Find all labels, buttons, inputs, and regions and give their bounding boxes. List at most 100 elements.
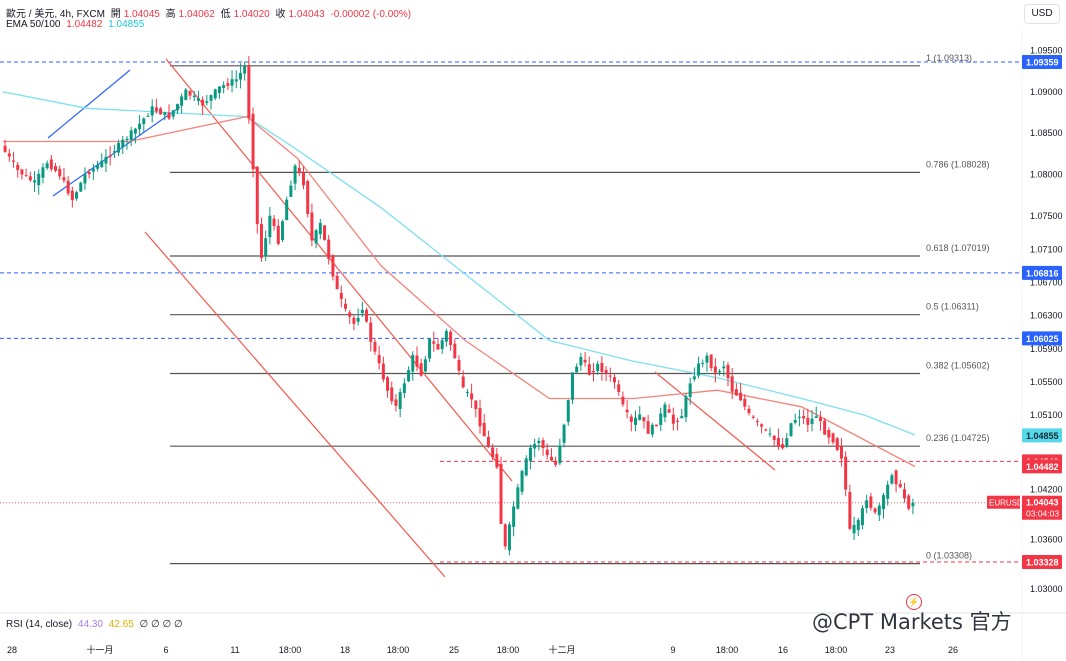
candle-body bbox=[495, 453, 499, 468]
candle-body bbox=[129, 130, 133, 141]
price-tag bbox=[1022, 428, 1062, 443]
candle-body bbox=[823, 420, 827, 435]
candle-body bbox=[634, 417, 638, 425]
candle-body bbox=[907, 495, 911, 509]
y-tick-label: 1.09000 bbox=[1030, 87, 1063, 97]
candle-body bbox=[453, 343, 457, 358]
y-tick-label: 1.09500 bbox=[1030, 45, 1063, 55]
candle-body bbox=[512, 506, 516, 527]
candle-body bbox=[608, 375, 612, 377]
close-value: 1.04043 bbox=[288, 9, 325, 20]
candle-body bbox=[499, 463, 503, 524]
x-tick-label: 18 bbox=[340, 645, 350, 655]
candle-body bbox=[66, 180, 70, 194]
candle-body bbox=[41, 167, 45, 178]
candle-body bbox=[411, 354, 415, 372]
candle-body bbox=[217, 86, 221, 93]
candle-body bbox=[58, 168, 62, 177]
y-tick-label: 1.06700 bbox=[1030, 277, 1063, 287]
candle-body bbox=[886, 484, 890, 499]
candle-body bbox=[423, 359, 427, 372]
candle-body bbox=[680, 416, 684, 419]
candle-body bbox=[894, 470, 898, 485]
rsi-ma-value: 42.65 bbox=[108, 619, 134, 630]
candle-body bbox=[902, 489, 906, 499]
candle-body bbox=[171, 110, 175, 117]
y-tick-label: 1.05500 bbox=[1030, 377, 1063, 387]
symbol-name[interactable]: 歐元 / 美元, 4h, FXCM bbox=[6, 9, 105, 20]
symbol-ohlc-legend: 歐元 / 美元, 4h, FXCM 開 1.04045 高 1.04062 低 1.0… bbox=[6, 5, 414, 20]
candle-body bbox=[650, 424, 654, 435]
candle-body bbox=[432, 341, 436, 344]
candle-body bbox=[24, 175, 28, 177]
candle-body bbox=[20, 169, 24, 175]
rsi-legend[interactable]: RSI (14, close) 44.30 42.65 ∅ ∅ ∅ ∅ bbox=[6, 619, 186, 630]
currency-button[interactable]: USD bbox=[1024, 4, 1060, 24]
candle-body bbox=[772, 435, 776, 441]
candle-body bbox=[386, 377, 390, 391]
x-tick-label: 18:00 bbox=[279, 645, 302, 655]
candle-body bbox=[797, 416, 801, 418]
candle-body bbox=[655, 424, 659, 427]
price-tag-label: 1.09359 bbox=[1026, 58, 1059, 68]
candle-body bbox=[306, 181, 310, 214]
price-tag bbox=[1022, 55, 1062, 69]
candle-body bbox=[83, 174, 87, 184]
candle-body bbox=[625, 409, 629, 413]
candle-body bbox=[75, 192, 79, 199]
candle-body bbox=[747, 408, 751, 414]
candle-body bbox=[335, 275, 339, 290]
candle-body bbox=[881, 495, 885, 510]
candle-body bbox=[659, 413, 663, 425]
price-tag-label: 1.03328 bbox=[1026, 558, 1059, 568]
candle-body bbox=[402, 383, 406, 393]
candle-body bbox=[844, 456, 848, 490]
symbol-tag-label: EURUSD bbox=[989, 499, 1023, 508]
candle-body bbox=[28, 176, 32, 181]
watermark-text: @CPT Markets 官方 bbox=[812, 610, 1012, 634]
candle-body bbox=[394, 399, 398, 406]
candle-body bbox=[667, 409, 671, 413]
candle-body bbox=[16, 164, 20, 171]
candle-body bbox=[751, 416, 755, 418]
candle-body bbox=[507, 524, 511, 551]
low-label: 低 bbox=[220, 9, 231, 20]
low-value: 1.04020 bbox=[233, 9, 270, 20]
candle-body bbox=[138, 123, 142, 130]
candle-body bbox=[600, 362, 604, 372]
candle-body bbox=[549, 456, 553, 461]
candle-body bbox=[289, 185, 293, 197]
candle-body bbox=[188, 91, 192, 96]
x-tick-label: 18:00 bbox=[497, 645, 520, 655]
candle-body bbox=[503, 524, 507, 547]
candle-body bbox=[676, 420, 680, 422]
candle-body bbox=[154, 107, 158, 112]
candle-body bbox=[621, 396, 625, 405]
candle-body bbox=[491, 447, 495, 458]
close-label: 收 bbox=[275, 9, 286, 20]
candle-body bbox=[407, 370, 411, 382]
open-value: 1.04045 bbox=[123, 9, 160, 20]
candle-body bbox=[272, 218, 276, 226]
rsi-label: RSI (14, close) bbox=[6, 619, 73, 630]
y-tick-label: 1.04200 bbox=[1030, 485, 1063, 495]
last-price-tag bbox=[1022, 495, 1062, 520]
candle-body bbox=[255, 166, 259, 225]
wedge-upper-line bbox=[47, 69, 131, 139]
candle-body bbox=[474, 400, 478, 410]
candle-body bbox=[365, 309, 369, 322]
candle-body bbox=[465, 391, 469, 393]
ema-legend[interactable]: EMA 50/100 1.04482 1.04855 bbox=[6, 19, 147, 30]
fib-label: 1 (1.09313) bbox=[926, 53, 972, 63]
candle-body bbox=[251, 113, 255, 170]
lightning-icon[interactable]: ⚡ bbox=[906, 594, 922, 610]
candle-body bbox=[596, 363, 600, 372]
wedge-lower-line bbox=[52, 106, 181, 197]
candle-body bbox=[461, 376, 465, 388]
candle-body bbox=[793, 420, 797, 423]
candle-body bbox=[327, 239, 331, 259]
candle-body bbox=[604, 369, 608, 374]
x-tick-label: 18:00 bbox=[825, 645, 848, 655]
x-tick-label: 18:00 bbox=[716, 645, 739, 655]
